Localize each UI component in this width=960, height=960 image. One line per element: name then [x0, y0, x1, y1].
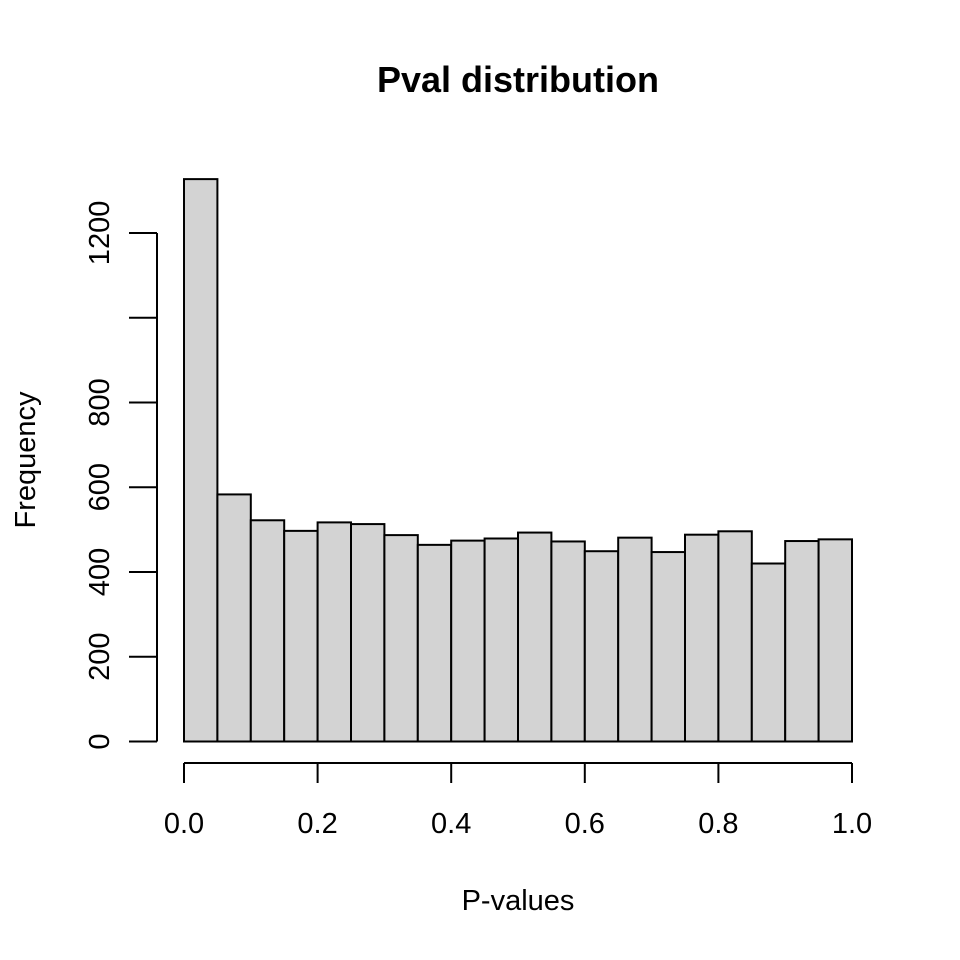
y-tick-label: 800 — [84, 378, 116, 426]
histogram-bar — [650, 551, 686, 743]
x-tick-label: 0.6 — [565, 808, 605, 840]
histogram-bar — [216, 493, 252, 743]
x-tick-label: 0.0 — [164, 808, 204, 840]
y-tick-label: 400 — [84, 548, 116, 596]
histogram-bar — [383, 534, 419, 743]
histogram-bar — [750, 562, 787, 743]
x-tick-label: 0.4 — [431, 808, 471, 840]
y-axis-label: Frequency — [10, 391, 42, 529]
x-tick-label: 0.2 — [297, 808, 337, 840]
histogram-bar — [450, 539, 486, 743]
histogram-bar — [283, 529, 319, 743]
histogram-bar — [684, 533, 720, 743]
histogram-bar — [249, 519, 286, 743]
x-axis: 0.0 0.2 0.4 0.6 0.8 1.0 — [164, 762, 872, 840]
bars-group — [183, 178, 853, 743]
y-tick-label: 1200 — [84, 201, 116, 266]
histogram-bar — [717, 530, 753, 743]
x-axis-label: P-values — [462, 885, 575, 917]
histogram-bar — [583, 550, 620, 743]
histogram-bar — [183, 178, 219, 743]
histogram-bar — [550, 540, 586, 743]
histogram-bar — [350, 523, 386, 743]
y-tick-label: 200 — [84, 633, 116, 681]
y-axis: 0 200 400 600 800 1200 — [84, 201, 158, 750]
histogram-bar — [784, 540, 820, 743]
histogram-bar — [316, 521, 353, 743]
histogram-bar — [416, 543, 453, 743]
chart-title: Pval distribution — [377, 59, 659, 100]
histogram-bar — [483, 537, 520, 743]
y-tick-label: 0 — [84, 733, 116, 749]
x-tick-label: 0.8 — [698, 808, 738, 840]
histogram-bar — [517, 531, 553, 743]
x-tick-label: 1.0 — [832, 808, 872, 840]
histogram-bar — [817, 538, 853, 743]
y-tick-label: 600 — [84, 463, 116, 511]
histogram-bar — [617, 536, 653, 743]
